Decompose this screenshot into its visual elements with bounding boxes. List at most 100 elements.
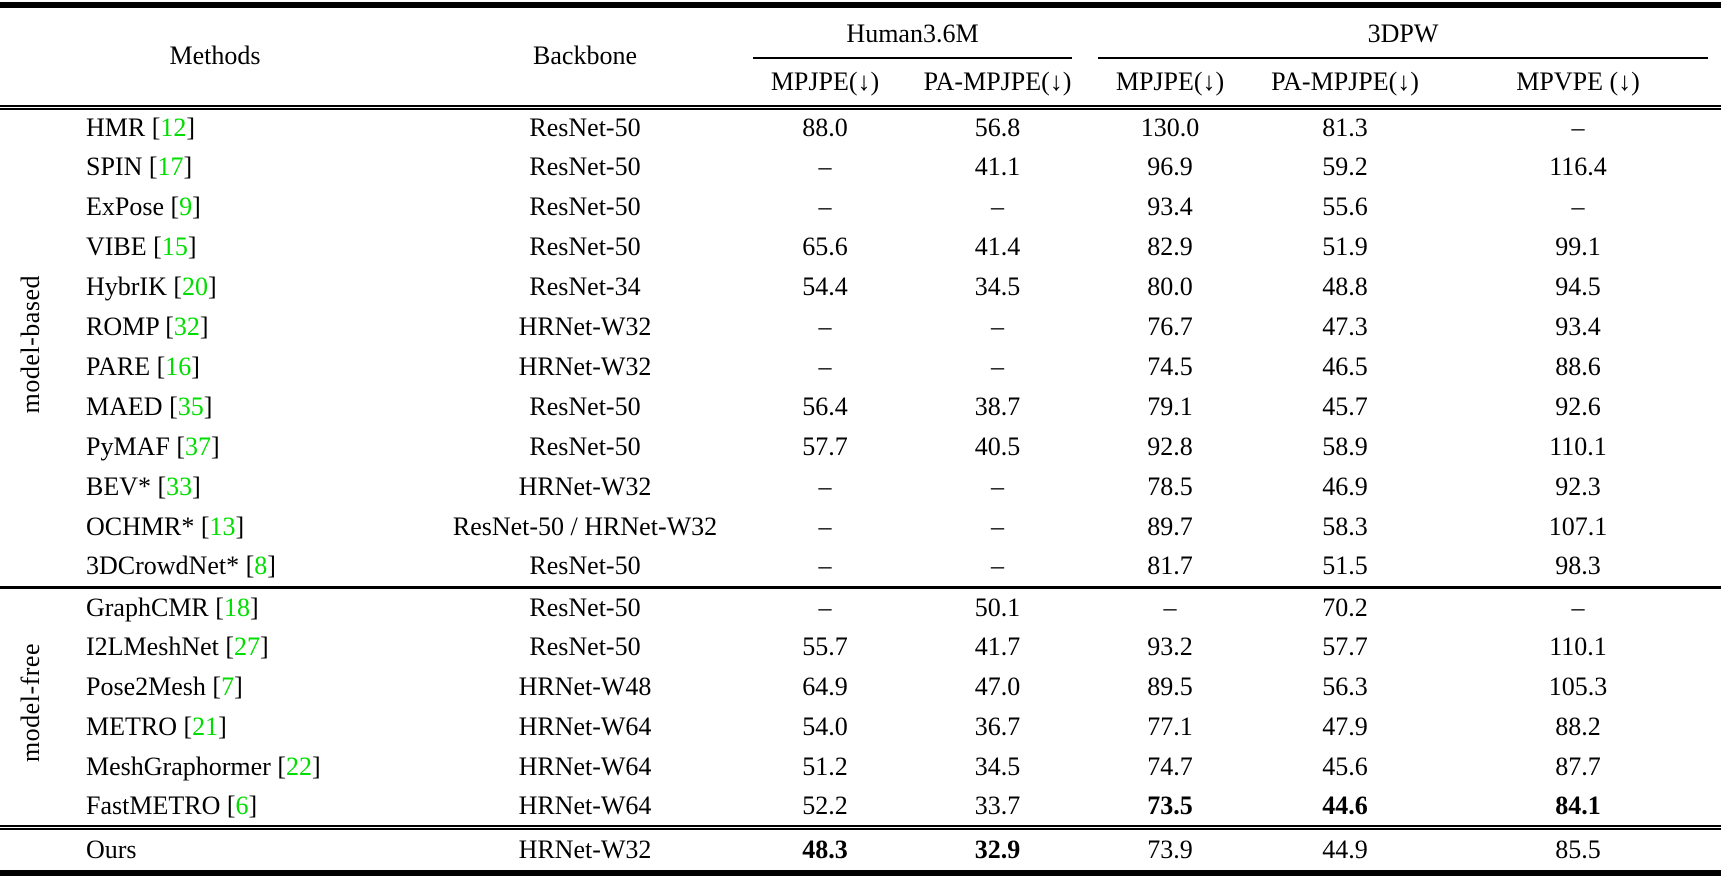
cite-bracket-close: ] <box>199 312 209 341</box>
metric-value: 56.3 <box>1322 672 1368 701</box>
cite-bracket-open: [ <box>151 113 161 143</box>
metric-value: 99.1 <box>1555 232 1601 261</box>
backbone-cell: ResNet-50 <box>529 232 641 261</box>
metric-value: 81.3 <box>1322 113 1368 143</box>
citation-link[interactable]: 6 <box>235 790 249 820</box>
method-name: I2LMeshNet <box>86 632 219 661</box>
metric-value: 46.9 <box>1322 472 1368 501</box>
metric-value: 41.1 <box>974 152 1021 181</box>
table-row: BEV* [33] HRNet-W32 – – 78.5 46.9 92.3 <box>0 467 1721 507</box>
metric-value: 54.0 <box>802 712 848 741</box>
method-name: PARE <box>86 352 151 381</box>
method-cell: ROMP [32] <box>62 307 430 347</box>
metric-value: – <box>818 551 832 581</box>
backbone-cell: HRNet-W32 <box>518 312 652 341</box>
method-cell: MeshGraphormer [22] <box>62 747 430 787</box>
citation-link[interactable]: 15 <box>161 232 188 261</box>
cite-bracket-open: [ <box>245 551 255 581</box>
citation-link[interactable]: 12 <box>160 113 187 143</box>
citation-link[interactable]: 21 <box>192 712 219 741</box>
metric-value: – <box>1571 113 1585 143</box>
metric-value: 92.6 <box>1555 392 1601 421</box>
citation-link[interactable]: 8 <box>254 551 268 581</box>
metric-value: – <box>991 512 1004 541</box>
method-name: METRO <box>86 712 177 741</box>
backbone-cell: ResNet-50 <box>430 585 740 627</box>
citation-link[interactable]: 35 <box>177 392 204 421</box>
citation-link[interactable]: 20 <box>182 272 209 301</box>
citation-link[interactable]: 33 <box>166 472 193 501</box>
citation-link[interactable]: 7 <box>221 672 235 701</box>
citation-link[interactable]: 17 <box>157 152 184 181</box>
metric-value: 82.9 <box>1147 232 1193 261</box>
cite-bracket-open: [ <box>183 712 193 741</box>
metric-value: – <box>1571 192 1585 221</box>
citation-link[interactable]: 22 <box>286 752 313 781</box>
metric-value: 98.3 <box>1555 551 1601 581</box>
citation-link[interactable]: 32 <box>173 312 200 341</box>
metric-value: 55.6 <box>1322 192 1368 221</box>
metric-value: 88.6 <box>1555 352 1601 381</box>
citation-link[interactable]: 13 <box>209 512 236 541</box>
metric-value: 33.7 <box>974 790 1021 820</box>
metric-value: 79.1 <box>1147 392 1193 421</box>
backbone-cell: ResNet-50 <box>529 392 641 421</box>
citation-link[interactable]: 18 <box>223 592 250 622</box>
table-row: I2LMeshNet [27] ResNet-50 55.7 41.7 93.2 57.7… <box>0 627 1721 667</box>
header-metric-row: MPJPE(↓) PA-MPJPE(↓) MPJPE(↓) PA-MPJPE(↓… <box>0 59 1721 110</box>
metric-value: 56.8 <box>974 113 1021 143</box>
citation-link[interactable]: 16 <box>165 352 192 381</box>
method-name: MeshGraphormer <box>86 752 271 781</box>
metric-value: 38.7 <box>974 392 1021 421</box>
cite-bracket-open: [ <box>156 352 166 381</box>
metric-value: 93.2 <box>1147 632 1193 661</box>
method-cell: VIBE [15] <box>62 227 430 267</box>
metric-value: 81.7 <box>1147 551 1193 581</box>
table-row: METRO [21] HRNet-W64 54.0 36.7 77.1 47.9 88.2 <box>0 707 1721 747</box>
section-model-free: model-free GraphCMR [18] ResNet-50–50.1–70… <box>0 585 1721 827</box>
metric-value: 84.1 <box>1555 790 1601 820</box>
metric-value: 51.2 <box>802 752 848 781</box>
table-row: SPIN [17] ResNet-50 – 41.1 96.9 59.2 116.4 <box>0 147 1721 187</box>
header-methods: Methods <box>0 5 430 110</box>
cite-bracket-close: ] <box>234 672 243 701</box>
metric-value: 87.7 <box>1555 752 1601 781</box>
table-row: FastMETRO [6] HRNet-W64 52.2 33.7 73.5 44.6 84… <box>0 787 1721 827</box>
citation-link[interactable]: 37 <box>185 432 211 461</box>
method-name: HybrIK <box>86 272 167 301</box>
metric-value: 64.9 <box>802 672 848 701</box>
metric-value: 88.2 <box>1555 712 1601 741</box>
metric-value: 80.0 <box>1147 272 1193 301</box>
metric-value: 34.5 <box>974 272 1021 301</box>
table-row: Ours HRNet-W32 48.3 32.9 73.9 44.9 85.5 <box>0 824 1721 873</box>
method-cell: SPIN [17] <box>62 147 430 187</box>
table-row: PARE [16] HRNet-W32 – – 74.5 46.5 88.6 <box>0 347 1721 387</box>
section-model-based: model-based HMR [12] ResNet-50 88.0 56.8 130.… <box>0 107 1721 587</box>
section-label-empty <box>0 824 62 873</box>
method-name: ExPose <box>86 192 164 221</box>
citation-link[interactable]: 27 <box>234 632 261 661</box>
backbone-cell: HRNet-W64 <box>518 712 652 741</box>
table-row: Pose2Mesh [7] HRNet-W48 64.9 47.0 89.5 56.3 10… <box>0 667 1721 707</box>
method-cell: 3DCrowdNet* [8] <box>62 547 430 587</box>
table-row: ExPose [9] ResNet-50 – – 93.4 55.6 – <box>0 187 1721 227</box>
metric-value: – <box>818 152 832 181</box>
method-cell: GraphCMR [18] <box>62 585 430 627</box>
cite-bracket-open: [ <box>169 392 178 421</box>
cite-bracket-close: ] <box>235 512 245 541</box>
cite-bracket-open: [ <box>200 512 210 541</box>
citation-link[interactable]: 9 <box>179 192 193 221</box>
metric-value: 65.6 <box>802 232 848 261</box>
method-name: VIBE <box>86 232 147 261</box>
cite-bracket-open: [ <box>173 272 183 301</box>
metric-value: – <box>991 472 1004 501</box>
cite-bracket-open: [ <box>153 232 162 261</box>
metric-value: – <box>991 551 1004 581</box>
cite-bracket-close: ] <box>208 272 217 301</box>
table-row: MeshGraphormer [22] HRNet-W64 51.2 34.5 74.7… <box>0 747 1721 787</box>
backbone-cell: ResNet-50 <box>529 551 641 581</box>
method-cell: OCHMR* [13] <box>62 507 430 547</box>
metric-value: 89.5 <box>1147 672 1193 701</box>
section-label-model-based: model-based <box>0 107 62 587</box>
